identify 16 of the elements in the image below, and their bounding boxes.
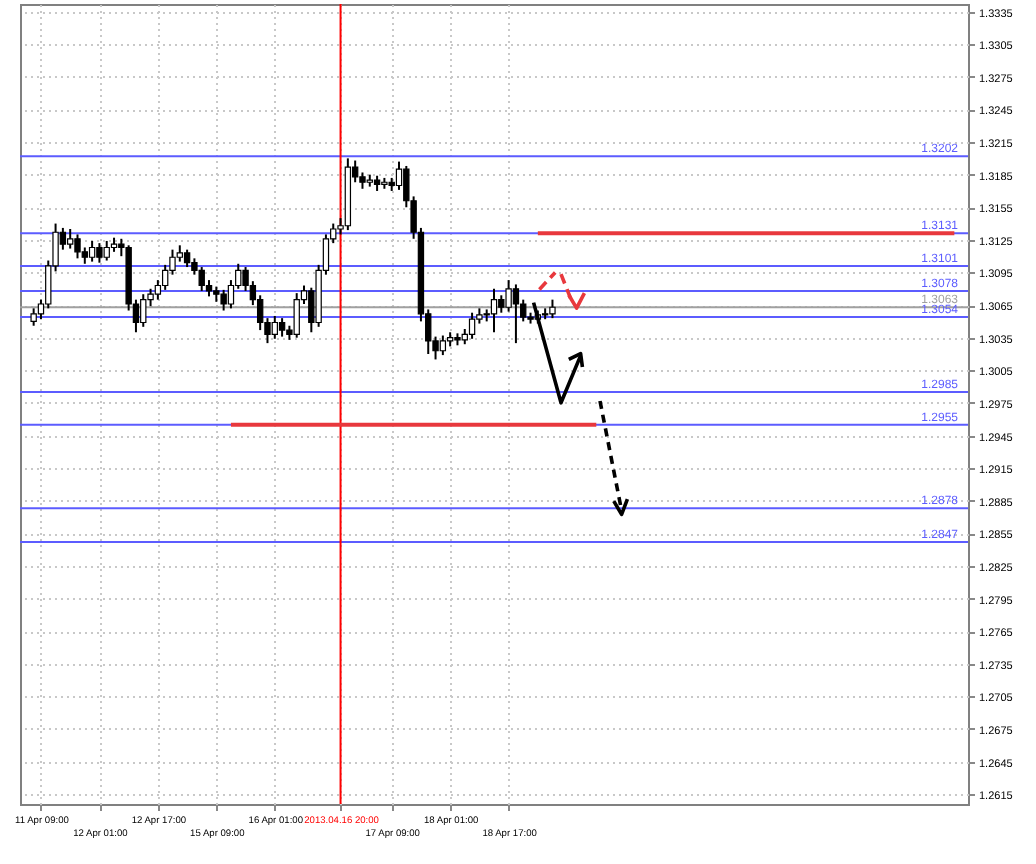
candlestick (66, 228, 74, 250)
candlestick (271, 314, 278, 340)
candlestick (198, 266, 205, 292)
candlestick (96, 242, 103, 264)
candlestick (490, 287, 498, 334)
candlestick (140, 293, 147, 328)
candlestick (512, 283, 520, 345)
candlestick (439, 334, 447, 357)
candlestick (88, 239, 96, 263)
candlestick (278, 317, 286, 338)
candlestick (549, 298, 556, 320)
candlestick (220, 288, 227, 312)
candlestick (468, 311, 476, 340)
candlestick (293, 292, 300, 339)
candlestick (74, 233, 81, 260)
candlestick (103, 239, 110, 262)
